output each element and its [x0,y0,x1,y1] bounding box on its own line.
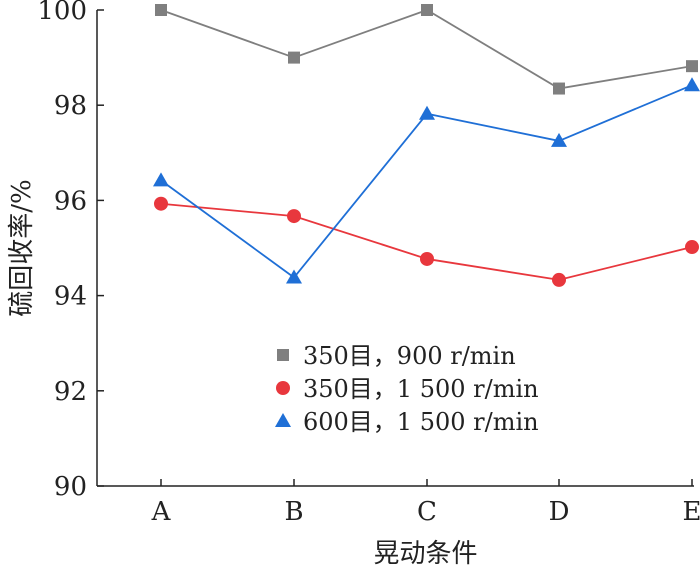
data-point-triangle [153,172,169,187]
x-tick-label: C [417,497,437,527]
x-tick-label: E [683,497,700,527]
legend-marker-square [277,349,289,361]
data-point-triangle [551,132,567,147]
data-point-triangle [684,77,700,92]
y-tick-label: 98 [54,91,87,121]
x-tick-label: B [284,497,303,527]
y-tick-label: 96 [54,186,87,216]
data-point-circle [552,272,566,287]
legend-label: 600目，1 500 r/min [303,408,539,436]
series-circle [154,196,699,287]
legend-marker-triangle [275,413,291,427]
data-point-square [155,4,167,16]
data-point-circle [420,251,434,266]
data-point-square [421,4,433,16]
y-tick-label: 100 [37,0,87,26]
legend: 350目，900 r/min 350目，1 500 r/min 600目，1 500… [275,342,539,436]
series-layer [153,4,700,287]
series-square [155,4,698,95]
legend-marker-circle [276,381,290,395]
series-triangle [153,77,700,284]
y-axis-title: 硫回收率/% [7,179,37,316]
y-tick-label: 92 [54,377,87,407]
data-point-square [553,82,565,95]
series-line-circle [160,202,693,281]
data-point-square [288,51,300,64]
data-point-triangle [419,105,435,120]
legend-label: 350目，900 r/min [303,342,516,370]
data-point-square [686,60,698,73]
x-tick-label: D [549,497,570,527]
x-tick-label: A [151,497,172,527]
x-axis-title: 晃动条件 [373,539,477,569]
y-tick-label: 90 [54,472,87,502]
data-point-circle [287,209,301,224]
axes-layer: 90 92 94 96 98 100 A B C D E [37,0,700,527]
data-point-circle [685,240,699,255]
legend-label: 350目，1 500 r/min [303,375,539,403]
series-line-square [160,9,693,90]
y-tick-label: 94 [54,282,87,312]
data-point-triangle [286,269,302,284]
data-point-circle [154,196,168,211]
